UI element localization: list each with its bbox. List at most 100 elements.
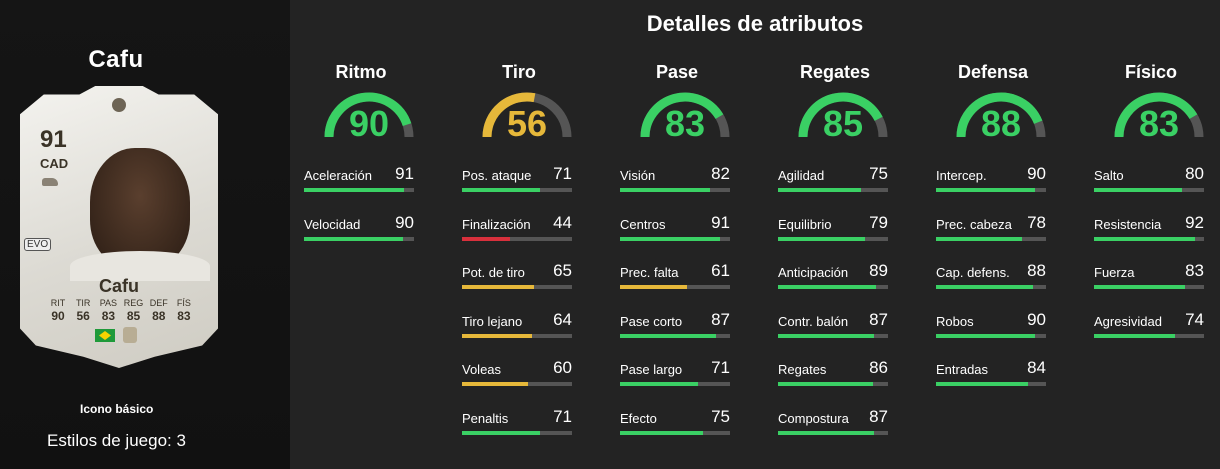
attribute-bar-track [778, 333, 888, 338]
attribute-value: 91 [395, 164, 414, 183]
category-gauge: 90 [321, 89, 417, 147]
attribute-row: Regates 86 [778, 358, 892, 402]
category-ritmo: Ritmo 90 [304, 62, 418, 147]
attribute-value: 91 [711, 212, 730, 232]
attribute-value: 71 [553, 406, 572, 426]
attribute-row: Pot. de tiro 65 [462, 261, 576, 305]
attribute-name: Centros [620, 216, 666, 232]
attribute-value: 65 [553, 261, 572, 280]
attribute-value: 89 [869, 261, 888, 280]
category-físico: Físico 83 [1094, 62, 1208, 147]
card-stat-value: 83 [177, 309, 191, 323]
attribute-value: 60 [553, 358, 572, 377]
attribute-value: 71 [711, 358, 730, 377]
attribute-row: Centros 91 [620, 213, 734, 257]
attribute-value: 82 [711, 164, 730, 183]
gauge-fill [640, 92, 724, 138]
attribute-details-panel: Detalles de atributos Ritmo 90 Aceleración… [290, 0, 1220, 469]
attribute-value: 87 [711, 309, 730, 329]
play-styles-link[interactable]: Estilos de juego: 3 [47, 431, 186, 450]
attribute-name: Robos [936, 313, 974, 329]
category-gauge: 56 [479, 89, 575, 147]
gauge-fill [482, 92, 536, 138]
attribute-value: 87 [869, 406, 888, 426]
attribute-row: Resistencia 92 [1094, 213, 1208, 257]
attribute-row: Cap. defens. 88 [936, 261, 1050, 305]
card-stat-label: PAS [99, 298, 118, 308]
attribute-bar-track [620, 236, 730, 241]
attribute-name: Finalización [462, 216, 531, 232]
category-gauge: 85 [795, 89, 891, 147]
attribute-row: Finalización 44 [462, 213, 576, 257]
attribute-bar-fill [462, 333, 533, 338]
attribute-name: Agilidad [778, 168, 825, 183]
gauge-arc [324, 92, 414, 138]
attribute-bar-fill [778, 285, 876, 289]
icons-club-badge-icon [123, 327, 137, 343]
attribute-bar-fill [936, 188, 1035, 192]
category-name: Pase [655, 62, 699, 82]
card-stat-value: 56 [76, 309, 90, 323]
attribute-row: Agilidad 75 [778, 164, 892, 208]
attribute-value: 75 [711, 406, 730, 426]
attribute-row: Fuerza 83 [1094, 261, 1208, 305]
gauge-fill [324, 92, 412, 138]
gauge-fill [956, 92, 1043, 138]
attribute-bar-fill [462, 236, 511, 241]
attribute-row: Visión 82 [620, 164, 734, 208]
attribute-name: Agresividad [1094, 313, 1162, 329]
attribute-name: Visión [620, 168, 656, 183]
attribute-bar-track [462, 333, 572, 338]
card-type-label: Icono básico [80, 402, 154, 416]
attribute-bar-track [1094, 188, 1204, 192]
attribute-name: Fuerza [1094, 265, 1135, 280]
attribute-row: Voleas 60 [462, 358, 576, 402]
card-stat-pas: PAS 83 [96, 298, 120, 323]
attribute-bar-track [778, 430, 888, 435]
attribute-name: Salto [1094, 168, 1124, 183]
attribute-bar-track [620, 382, 730, 386]
attribute-name: Equilibrio [778, 216, 832, 232]
attribute-bar-track [1094, 285, 1204, 289]
attribute-row: Anticipación 89 [778, 261, 892, 305]
attribute-row: Intercep. 90 [936, 164, 1050, 208]
attribute-bar-fill [620, 236, 721, 241]
card-stat-value: 90 [51, 309, 65, 323]
attribute-bar-track [620, 188, 730, 192]
attribute-bar-fill [778, 430, 874, 435]
card-stat-def: DEF 88 [147, 298, 171, 323]
category-tiro: Tiro 56 [462, 62, 576, 147]
card-stat-label: DEF [149, 298, 168, 308]
attribute-value: 79 [869, 212, 888, 232]
attribute-bar-track [1094, 333, 1204, 338]
attribute-row: Efecto 75 [620, 407, 734, 451]
attribute-value: 64 [553, 309, 572, 329]
attribute-bar-track [462, 188, 572, 192]
attribute-value: 92 [1185, 212, 1204, 232]
attribute-row: Equilibrio 79 [778, 213, 892, 257]
card-stat-reg: REG 85 [122, 298, 146, 323]
category-gauge: 83 [1111, 89, 1207, 147]
attribute-name: Anticipación [778, 265, 849, 280]
attribute-name: Pos. ataque [462, 168, 532, 183]
attribute-bar-track [462, 236, 572, 241]
gauge-arc [1114, 92, 1204, 138]
card-stat-value: 83 [101, 309, 116, 323]
attribute-row: Penaltis 71 [462, 407, 576, 451]
icon-crest-icon [112, 98, 126, 112]
attribute-bar-fill [304, 236, 403, 241]
card-overall-rating: 91 [40, 126, 67, 153]
player-jersey [70, 251, 210, 281]
attribute-row: Robos 90 [936, 310, 1050, 354]
attribute-row: Compostura 87 [778, 407, 892, 451]
attribute-bar-track [936, 236, 1046, 241]
player-name: Cafu [88, 46, 144, 73]
attribute-bar-track [620, 285, 730, 289]
attribute-name: Intercep. [936, 168, 987, 183]
attribute-name: Resistencia [1094, 216, 1162, 232]
card-stat-value: 85 [126, 309, 141, 323]
attribute-name: Prec. falta [620, 265, 679, 280]
attribute-row: Pase largo 71 [620, 358, 734, 402]
category-name: Físico [1124, 62, 1177, 82]
attribute-bar-track [936, 285, 1046, 289]
